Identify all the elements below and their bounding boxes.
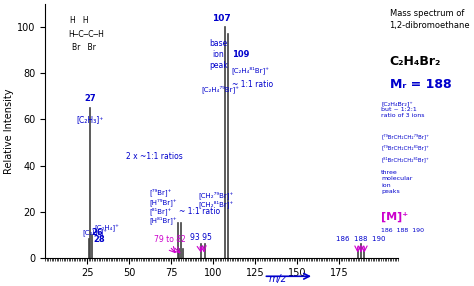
Text: [⁷⁹BrCH₂CH₂⁷⁹Br]⁺: [⁷⁹BrCH₂CH₂⁷⁹Br]⁺ (381, 133, 429, 139)
Text: [C₂H₄]⁺: [C₂H₄]⁺ (95, 225, 119, 233)
Text: [CH₂⁸¹Br]⁺: [CH₂⁸¹Br]⁺ (198, 200, 233, 208)
Text: base
ion
peak: base ion peak (209, 39, 228, 70)
Text: [⁷⁹Br]⁺: [⁷⁹Br]⁺ (149, 189, 172, 196)
Text: [H⁸¹Br]⁺: [H⁸¹Br]⁺ (149, 216, 177, 224)
Text: 93 95: 93 95 (191, 233, 212, 242)
Text: [⁸¹Br]⁺: [⁸¹Br]⁺ (149, 207, 172, 215)
Text: Br   Br: Br Br (72, 43, 96, 52)
Text: three
molecular
ion
peaks: three molecular ion peaks (381, 170, 412, 194)
Text: [M]⁺: [M]⁺ (381, 212, 408, 222)
Text: 186  188  190: 186 188 190 (336, 236, 386, 242)
Text: Mᵣ = 188: Mᵣ = 188 (390, 78, 451, 91)
Text: ~ 1:1 ratio: ~ 1:1 ratio (232, 80, 273, 89)
Text: [C₂H₃]⁺: [C₂H₃]⁺ (77, 115, 104, 124)
Text: [⁸¹BrCH₂CH₂⁸¹Br]⁺: [⁸¹BrCH₂CH₂⁸¹Br]⁺ (381, 156, 429, 162)
Text: 107: 107 (212, 14, 231, 23)
Text: 186  188  190: 186 188 190 (381, 228, 424, 233)
Text: [⁷⁹BrCH₂CH₂⁸¹Br]⁺: [⁷⁹BrCH₂CH₂⁸¹Br]⁺ (381, 145, 429, 150)
Text: H─C─C─H: H─C─C─H (69, 29, 104, 39)
Text: 79 to 82: 79 to 82 (154, 235, 185, 244)
Text: m/z: m/z (269, 274, 286, 284)
Text: Mass spectrum of
1,2-dibromoethane: Mass spectrum of 1,2-dibromoethane (390, 9, 470, 29)
Text: 26: 26 (91, 228, 103, 237)
Text: H   H: H H (70, 16, 89, 25)
Text: [CH₂⁷⁹Br]⁺: [CH₂⁷⁹Br]⁺ (198, 191, 233, 199)
Text: ~ 1:1 ratio: ~ 1:1 ratio (179, 207, 220, 216)
Text: [H⁷⁹Br]⁺: [H⁷⁹Br]⁺ (149, 198, 177, 206)
Text: 109: 109 (232, 50, 249, 59)
Text: 28: 28 (93, 235, 105, 244)
Text: 2 x ~1:1 ratios: 2 x ~1:1 ratios (126, 152, 182, 161)
Text: [C₂H₂]⁺: [C₂H₂]⁺ (82, 230, 107, 237)
Text: [C₂H₄Br₂]⁺
but ~ 1:2:1
ratio of 3 ions: [C₂H₄Br₂]⁺ but ~ 1:2:1 ratio of 3 ions (381, 101, 425, 118)
Text: 27: 27 (84, 94, 96, 103)
Text: [C₂H₄⁷⁹Br]⁺: [C₂H₄⁷⁹Br]⁺ (201, 85, 240, 93)
Text: [C₂H₄⁸¹Br]⁺: [C₂H₄⁸¹Br]⁺ (232, 66, 270, 74)
Text: C₂H₄Br₂: C₂H₄Br₂ (390, 55, 441, 68)
Y-axis label: Relative Intensity: Relative Intensity (4, 88, 14, 174)
